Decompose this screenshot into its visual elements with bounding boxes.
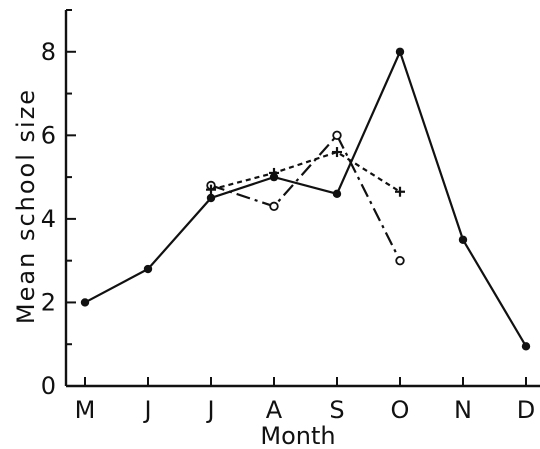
x-tick-label: J [142,396,151,424]
axes [64,10,540,388]
ticks: 0 2 4 6 8 M J J A S O N D [41,9,535,424]
data-point [206,193,216,203]
x-tick-label: M [75,396,96,424]
data-point [395,186,405,197]
data-point [395,47,405,56]
series [80,47,531,351]
data-point [395,255,405,266]
data-point [458,235,468,244]
series-3 [206,147,405,197]
x-tick-label: O [391,396,410,424]
data-point [80,298,90,307]
y-tick-label: 0 [41,372,56,400]
y-tick-label: 8 [41,38,56,66]
data-point [332,130,342,141]
data-point [332,189,342,199]
y-tick-label: 4 [41,205,56,233]
x-tick-label: N [454,396,472,424]
y-tick-label: 2 [41,288,56,316]
series-line [210,133,401,262]
x-axis-label: Month [260,422,335,449]
series-2 [206,130,405,266]
x-tick-label: D [517,396,535,424]
y-tick-label: 6 [41,121,56,149]
data-point [269,167,279,178]
data-point [143,264,153,274]
x-tick-label: J [205,396,214,424]
x-tick-label: S [329,396,344,424]
data-point [269,201,279,212]
data-point [332,147,342,158]
series-line [84,48,527,347]
series-1 [80,47,531,351]
x-tick-label: A [266,396,283,424]
data-point [206,184,216,195]
y-axis-label: Mean school size [12,88,40,324]
data-point [521,342,531,351]
